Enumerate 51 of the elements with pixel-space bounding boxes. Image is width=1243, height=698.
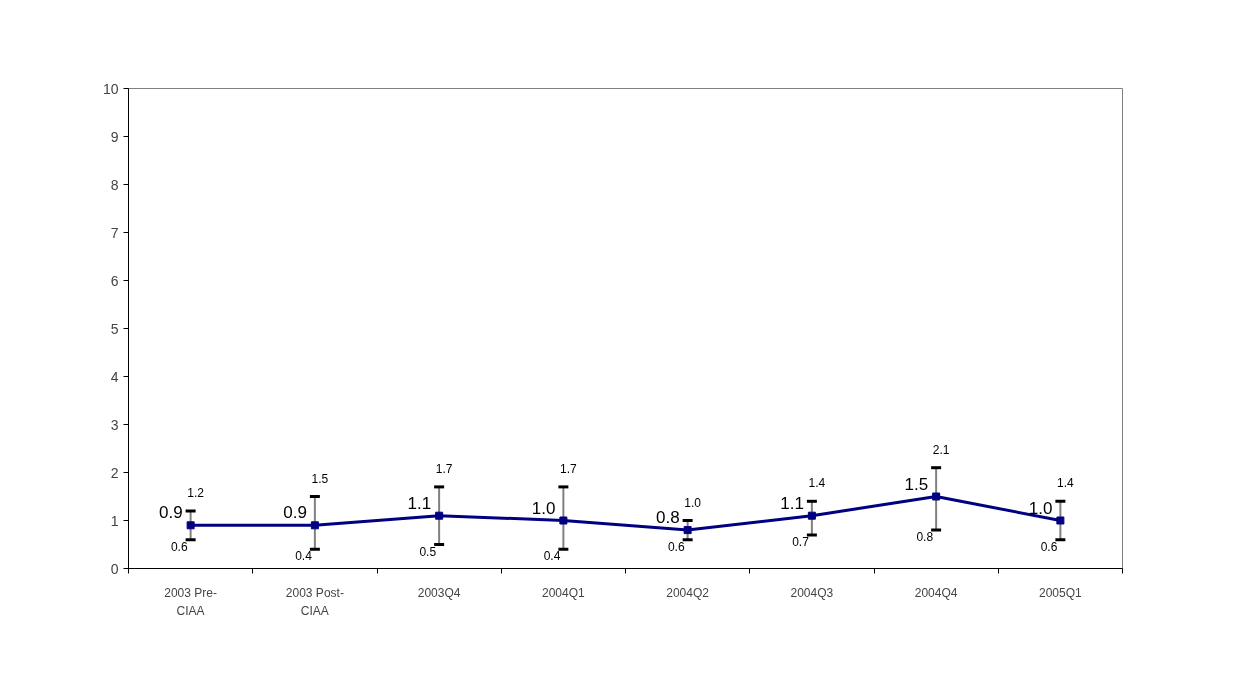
y-tick-label: 4 [110, 368, 119, 385]
point [186, 521, 195, 530]
annotation: 1.2 [187, 485, 205, 500]
data-label: 1.1 [407, 493, 432, 513]
annotation: 0.6 [170, 539, 188, 554]
annotation: 1.7 [560, 461, 578, 476]
y-tick-label: 2 [110, 464, 119, 481]
x-tick-label: 2004Q2 [666, 585, 710, 600]
y-tick-label: 5 [110, 320, 119, 337]
annotation: 1.0 [684, 495, 702, 510]
annotation: 1.5 [311, 471, 329, 486]
x-tick-label: 2003 Post-CIAA [285, 585, 344, 618]
x-tick-label: 2003Q4 [417, 585, 461, 600]
annotation: 1.4 [1057, 476, 1075, 491]
annotation: 0.6 [1040, 539, 1058, 554]
annotation: 1.4 [808, 476, 826, 491]
y-tick-label: 7 [110, 224, 119, 241]
data-label: 0.9 [283, 503, 307, 523]
x-tick-label: 2003 Pre-CIAA [164, 585, 217, 618]
data-label: 1.1 [780, 493, 804, 513]
x-tick-label: 2004Q1 [542, 585, 586, 600]
y-tick-label: 1 [110, 512, 119, 529]
annotation: 1.7 [435, 461, 453, 476]
point [807, 511, 816, 520]
point [559, 516, 568, 525]
y-tick-label: 9 [110, 128, 119, 145]
data-label: 1.0 [531, 498, 556, 518]
data-label: 1.5 [904, 474, 929, 494]
annotation: 0.4 [295, 549, 313, 564]
annotation: 0.4 [543, 549, 561, 564]
point [683, 526, 692, 535]
point [932, 492, 941, 501]
y-tick-label: 3 [110, 416, 119, 433]
annotation: 0.6 [667, 539, 685, 554]
x-tick-label: 2004Q4 [914, 585, 958, 600]
annotation: 2.1 [932, 442, 950, 457]
y-tick-label: 10 [102, 80, 119, 97]
annotation: 0.8 [916, 530, 934, 545]
y-tick-label: 0 [110, 560, 119, 577]
point [1056, 516, 1065, 525]
annotation: 0.7 [792, 534, 810, 549]
y-tick-label: 8 [110, 176, 119, 193]
data-label: 1.0 [1028, 498, 1053, 518]
point [435, 511, 444, 520]
data-label: 0.8 [655, 508, 680, 528]
data-label: 0.9 [158, 503, 183, 523]
x-tick-label: 2005Q1 [1039, 585, 1083, 600]
annotation: 0.5 [419, 544, 437, 559]
x-tick-label: 2004Q3 [790, 585, 834, 600]
point [310, 521, 319, 530]
y-tick-label: 6 [110, 272, 119, 289]
